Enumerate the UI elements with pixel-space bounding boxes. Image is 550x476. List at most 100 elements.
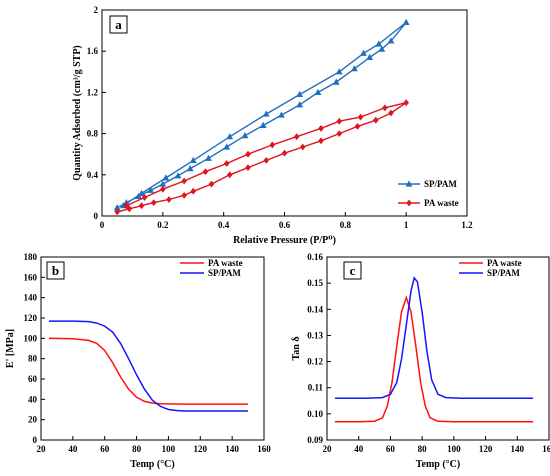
data-point xyxy=(138,189,145,196)
y-tick-label: 80 xyxy=(28,354,38,364)
data-point xyxy=(263,156,270,164)
y-tick-label: 0.09 xyxy=(307,435,323,445)
data-point xyxy=(223,160,230,167)
y-tick-label: 0.12 xyxy=(307,357,323,367)
x-tick-label: 40 xyxy=(354,444,364,454)
data-point xyxy=(375,40,383,47)
data-point xyxy=(181,177,187,185)
data-point xyxy=(402,18,410,25)
y-axis-label: E' [MPa] xyxy=(5,329,16,368)
legend-marker xyxy=(405,180,413,187)
legend-marker xyxy=(406,199,412,207)
x-axis-label: Temp (°C) xyxy=(130,459,174,470)
x-tick-label: 1 xyxy=(404,220,409,230)
data-point xyxy=(281,149,288,157)
panel-letter-box xyxy=(109,15,128,34)
y-tick-label: 0.10 xyxy=(307,409,323,419)
y-tick-label: 160 xyxy=(24,272,38,282)
data-point xyxy=(226,133,234,140)
x-tick-label: 40 xyxy=(68,444,78,454)
data-point xyxy=(378,45,386,52)
y-tick-label: 20 xyxy=(28,415,38,425)
x-tick-label: 80 xyxy=(132,444,142,454)
x-tick-label: 0.8 xyxy=(340,220,352,230)
x-tick-label: 140 xyxy=(225,444,239,454)
data-point xyxy=(190,187,197,195)
data-point xyxy=(259,121,267,128)
data-point xyxy=(354,122,361,130)
data-point xyxy=(186,165,194,172)
data-point xyxy=(296,101,304,108)
y-tick-label: 0.8 xyxy=(87,129,99,139)
data-point xyxy=(223,143,231,150)
data-point xyxy=(403,99,409,107)
data-point xyxy=(208,180,215,188)
data-point xyxy=(141,194,148,201)
x-tick-label: 120 xyxy=(479,444,493,454)
data-point xyxy=(113,204,121,211)
data-point xyxy=(372,116,379,124)
data-point xyxy=(226,171,233,179)
chart-panel-a: 0 0.2 0.4 0.6 0.8 1 1.2 0 0.4 0.8 1.2 1.6 2 Relative … xyxy=(72,5,473,246)
y-tick-label: 140 xyxy=(24,293,38,303)
legend-label: SP/PAM xyxy=(208,268,241,278)
panel-letter: a xyxy=(115,17,122,32)
y-tick-label: 1.2 xyxy=(87,87,99,97)
data-point xyxy=(336,117,343,125)
data-point xyxy=(332,78,340,85)
y-tick-label: 0.15 xyxy=(307,278,323,288)
x-axis-label: Temp (°C) xyxy=(416,459,460,470)
data-point xyxy=(150,199,157,207)
y-axis-label: Quantity Adsorbed (cm³/g STP) xyxy=(72,45,83,181)
series-sp-pam xyxy=(49,320,249,412)
data-point xyxy=(387,37,395,44)
x-tick-label: 120 xyxy=(194,444,208,454)
y-tick-label: 1.6 xyxy=(87,46,99,56)
series-line xyxy=(117,102,407,213)
series-line xyxy=(334,276,534,399)
data-point xyxy=(388,109,394,117)
data-point xyxy=(360,49,367,56)
x-tick-label: 0 xyxy=(100,220,105,230)
data-point xyxy=(299,143,306,151)
series-line xyxy=(49,320,249,412)
series-sp-pam xyxy=(334,276,534,399)
data-point xyxy=(278,111,285,118)
data-point xyxy=(293,133,300,141)
series-sp-pam xyxy=(113,18,410,211)
y-tick-label: 0.4 xyxy=(87,170,99,180)
x-tick-label: 0.4 xyxy=(218,220,230,230)
data-point xyxy=(122,199,130,206)
x-tick-label: 20 xyxy=(37,444,47,454)
data-point xyxy=(318,125,324,132)
data-point xyxy=(123,202,130,210)
data-point xyxy=(147,186,155,193)
x-tick-label: 60 xyxy=(386,444,396,454)
data-point xyxy=(269,141,276,149)
data-point xyxy=(351,65,358,72)
data-point xyxy=(138,202,145,210)
y-tick-label: 0.13 xyxy=(307,330,323,340)
data-point xyxy=(159,180,167,187)
chart-panel-b: 20 40 60 80 100 120 140 16002040608010012014016… xyxy=(5,252,271,470)
data-point xyxy=(245,164,251,171)
y-tick-label: 0.16 xyxy=(307,252,323,262)
y-tick-label: 60 xyxy=(28,374,38,384)
x-tick-label: 140 xyxy=(511,444,525,454)
legend-label: PA waste xyxy=(487,258,522,268)
y-tick-label: 180 xyxy=(24,252,38,262)
y-tick-label: 40 xyxy=(28,394,38,404)
legend-label: SP/PAM xyxy=(487,268,520,278)
data-point xyxy=(205,154,212,161)
data-point xyxy=(296,90,304,98)
data-point xyxy=(241,132,249,139)
data-point xyxy=(114,208,121,216)
y-tick-label: 100 xyxy=(24,333,38,343)
data-point xyxy=(181,192,187,199)
data-point xyxy=(245,150,251,158)
x-tick-label: 60 xyxy=(100,444,110,454)
y-tick-label: 120 xyxy=(24,313,38,323)
y-tick-label: 0 xyxy=(33,435,38,445)
data-point xyxy=(336,130,343,137)
